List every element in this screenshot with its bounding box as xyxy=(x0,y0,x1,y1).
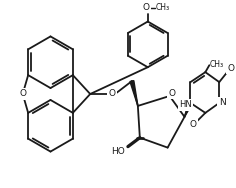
Text: O: O xyxy=(142,3,149,12)
Text: O: O xyxy=(109,89,116,99)
Text: O: O xyxy=(228,64,235,73)
Text: N: N xyxy=(219,99,226,107)
Polygon shape xyxy=(185,102,192,117)
Text: O: O xyxy=(168,89,175,98)
Polygon shape xyxy=(130,81,138,106)
Text: O: O xyxy=(19,89,26,99)
Text: HO: HO xyxy=(111,147,125,156)
Text: CH₃: CH₃ xyxy=(156,3,170,12)
Text: HN: HN xyxy=(179,100,192,109)
Text: O: O xyxy=(190,120,197,129)
Text: CH₃: CH₃ xyxy=(209,60,223,69)
